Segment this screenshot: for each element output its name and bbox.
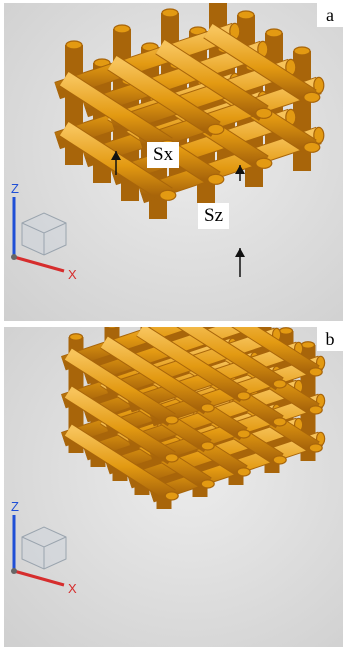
z-axis-label: Z [11, 499, 19, 514]
strut-end-cap [164, 491, 179, 501]
horizontal-strut [59, 71, 173, 153]
horizontal-strut [110, 58, 294, 136]
strut-end-cap [236, 467, 251, 477]
strut-end-cap [200, 479, 215, 489]
strut-end-cap [200, 441, 215, 451]
strut-end-cap [68, 333, 84, 341]
horizontal-strut [176, 327, 284, 391]
strut-end-cap [159, 189, 177, 201]
strut-end-cap [236, 391, 251, 401]
spacing-arrow-sx-left [111, 151, 121, 175]
lattice-render-b: ZX [11, 327, 326, 596]
strut-end-cap [255, 157, 273, 169]
strut-end-cap [308, 405, 323, 415]
spacing-arrow-sz [235, 248, 245, 277]
strut-end-cap [293, 46, 311, 56]
strut-end-cap [313, 126, 325, 144]
horizontal-strut [136, 327, 248, 403]
strut-end-cap [207, 123, 225, 135]
strut-end-cap [164, 453, 179, 463]
x-axis-label: X [68, 267, 77, 282]
horizontal-strut [155, 39, 269, 121]
lattice-render-a: ZX [11, 3, 325, 282]
spacing-label-sz: Sz [198, 203, 229, 229]
strut-end-cap [272, 455, 287, 465]
horizontal-strut [203, 23, 317, 105]
strut-end-cap [303, 141, 321, 153]
x-axis-label: X [68, 581, 77, 596]
panel-label-b: b [317, 327, 343, 351]
horizontal-strut [138, 126, 322, 204]
strut-end-cap [236, 429, 251, 439]
x-axis-icon [13, 255, 65, 273]
horizontal-strut [64, 385, 176, 465]
strut-end-cap [272, 379, 287, 389]
strut-end-cap [278, 327, 294, 335]
horizontal-strut [231, 327, 320, 379]
strut-end-cap [308, 367, 323, 377]
horizontal-strut [100, 335, 212, 415]
strut-end-cap [313, 76, 325, 95]
z-axis-label: Z [11, 181, 19, 196]
strut-end-cap [303, 91, 321, 103]
horizontal-strut [82, 40, 266, 118]
horizontal-strut [138, 76, 322, 154]
strut-end-cap [113, 24, 131, 34]
x-axis-icon [13, 569, 65, 587]
strut-end-cap [255, 107, 273, 119]
panel-label-a: a [317, 3, 343, 27]
strut-end-cap [65, 40, 83, 50]
strut-end-cap [265, 28, 283, 38]
strut-end-cap [161, 8, 179, 18]
axis-triad: ZX [11, 499, 77, 596]
horizontal-strut [110, 108, 294, 186]
horizontal-strut [107, 55, 221, 137]
horizontal-strut [64, 347, 176, 427]
strut-end-cap [272, 417, 287, 427]
strut-end-cap [200, 403, 215, 413]
strut-end-cap [308, 443, 323, 453]
strut-end-cap [105, 327, 119, 329]
horizontal-strut [64, 423, 176, 503]
horizontal-strut [54, 22, 238, 100]
strut-end-cap [237, 10, 255, 20]
strut-end-cap [164, 415, 179, 425]
axis-triad: ZX [11, 181, 77, 282]
strut-end-cap [300, 341, 316, 349]
spacing-arrow-sx-right [235, 165, 245, 181]
spacing-label-sx: Sx [147, 142, 180, 168]
strut-end-cap [207, 173, 225, 185]
